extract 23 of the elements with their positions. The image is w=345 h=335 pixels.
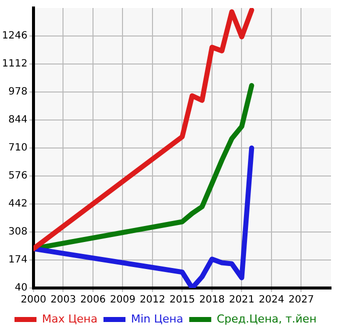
x-tick-label: 2003 [50, 294, 76, 306]
x-tick-label: 2015 [170, 294, 195, 306]
x-tick-label: 2024 [258, 294, 284, 306]
x-tick-label: 2006 [80, 294, 106, 306]
x-tick-label: 2021 [229, 294, 254, 306]
x-tick-label: 2018 [199, 294, 225, 306]
y-tick-label: 308 [8, 226, 28, 238]
y-tick-label: 978 [8, 86, 28, 98]
x-tick-label: 2000 [20, 294, 46, 306]
x-tick-label: 2009 [110, 294, 136, 306]
legend-label: Max Цена [42, 312, 98, 326]
legend-label: Min Цена [130, 312, 184, 326]
y-tick-label: 1246 [2, 30, 28, 42]
y-tick-label: 40 [14, 282, 28, 294]
y-tick-label: 710 [8, 142, 28, 154]
legend-label: Сред.Цена, т.йен [216, 312, 317, 326]
x-tick-label: 2027 [288, 294, 314, 306]
y-tick-label: 174 [8, 254, 28, 266]
y-tick-label: 844 [8, 114, 28, 126]
y-tick-label: 442 [8, 198, 28, 210]
y-tick-label: 576 [8, 170, 28, 182]
y-tick-label: 1112 [2, 58, 28, 70]
x-tick-label: 2012 [140, 294, 166, 306]
